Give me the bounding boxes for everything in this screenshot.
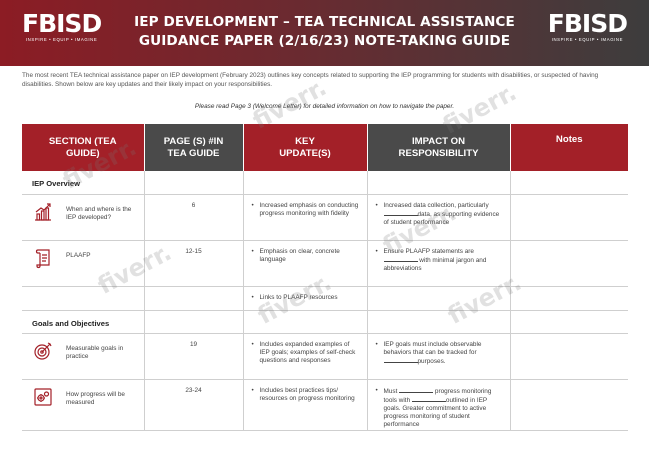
section-cell: Measurable goals in practice <box>22 333 145 380</box>
impact-cell: • IEP goals must include observable behav… <box>367 333 511 380</box>
fill-in-blank[interactable] <box>383 210 418 216</box>
page-cell: 19 <box>144 333 244 380</box>
key-update-cell: • Includes expanded examples of IEP goals… <box>243 333 368 380</box>
fill-in-blank[interactable] <box>383 357 418 363</box>
page-cell: 23-24 <box>144 379 244 431</box>
section-cell: When and where is the IEP developed? <box>22 194 145 241</box>
table-row: PLAAFP 12-15 • Emphasis on clear, concret… <box>22 240 628 287</box>
navigation-note: Please read Page 3 (Welcome Letter) for … <box>194 103 455 110</box>
header-key-updates: KEY UPDATE(S) <box>243 124 368 171</box>
key-update-cell: • Includes best practices tips/ resources… <box>243 379 368 431</box>
intro-paragraph: The most recent TEA technical assistance… <box>22 72 599 88</box>
page-cell: 12-15 <box>144 240 244 287</box>
impact-cell: • Ensure PLAAFP statements are with minim… <box>367 240 511 287</box>
section-label: IEP Overview <box>22 171 145 195</box>
table-header-row: SECTION (TEA GUIDE) PAGE (S) #IN TEA GUI… <box>22 124 628 171</box>
fill-in-blank[interactable] <box>399 387 434 393</box>
header-banner: FBISD INSPIRE • EQUIP • IMAGINE IEP DEVE… <box>0 0 649 66</box>
notes-cell[interactable] <box>510 333 628 380</box>
page-cell <box>144 286 244 311</box>
target-icon <box>32 340 54 362</box>
link-plaafp-resources[interactable]: Links to PLAAFP resources <box>259 293 338 301</box>
table-row: • Links to PLAAFP resources <box>22 286 628 311</box>
table-row: Measurable goals in practice 19 • Include… <box>22 333 628 380</box>
key-update-cell: • Links to PLAAFP resources <box>243 286 368 311</box>
fill-in-blank[interactable] <box>411 396 446 402</box>
section-cell: How progress will be measured <box>22 379 145 431</box>
impact-cell: • Must progress monitoring tools with out… <box>367 379 511 431</box>
impact-cell: • Increased data collection, particularly… <box>367 194 511 241</box>
growth-chart-icon <box>32 201 54 223</box>
notes-cell[interactable] <box>510 240 628 287</box>
section-label: Goals and Objectives <box>22 310 145 334</box>
gears-icon <box>32 386 54 408</box>
scroll-icon <box>32 247 54 269</box>
section-cell <box>22 286 145 311</box>
fill-in-blank[interactable] <box>383 256 418 262</box>
header-notes: Notes <box>510 124 628 171</box>
note-taking-table: SECTION (TEA GUIDE) PAGE (S) #IN TEA GUI… <box>22 124 628 431</box>
key-update-cell: • Increased emphasis on conducting progre… <box>243 194 368 241</box>
table-row: When and where is the IEP developed? 6 •… <box>22 194 628 241</box>
section-row-goals: Goals and Objectives <box>22 310 628 334</box>
page-cell: 6 <box>144 194 244 241</box>
fbisd-logo-right: FBISD INSPIRE • EQUIP • IMAGINE <box>547 9 628 42</box>
notes-cell[interactable] <box>510 286 628 311</box>
notes-cell[interactable] <box>510 194 628 241</box>
table-row: How progress will be measured 23-24 • Inc… <box>22 379 628 431</box>
page-title: IEP DEVELOPMENT – TEA TECHNICAL ASSISTAN… <box>134 14 515 49</box>
header-page: PAGE (S) #IN TEA GUIDE <box>144 124 244 171</box>
header-impact: IMPACT ON RESPONSIBILITY <box>367 124 511 171</box>
impact-cell <box>367 286 511 311</box>
fbisd-logo-left: FBISD INSPIRE • EQUIP • IMAGINE <box>22 9 102 42</box>
notes-cell[interactable] <box>510 379 628 431</box>
key-update-cell: • Emphasis on clear, concrete language <box>243 240 368 287</box>
section-cell: PLAAFP <box>22 240 145 287</box>
header-section: SECTION (TEA GUIDE) <box>22 124 145 171</box>
section-row-iep-overview: IEP Overview <box>22 171 628 195</box>
